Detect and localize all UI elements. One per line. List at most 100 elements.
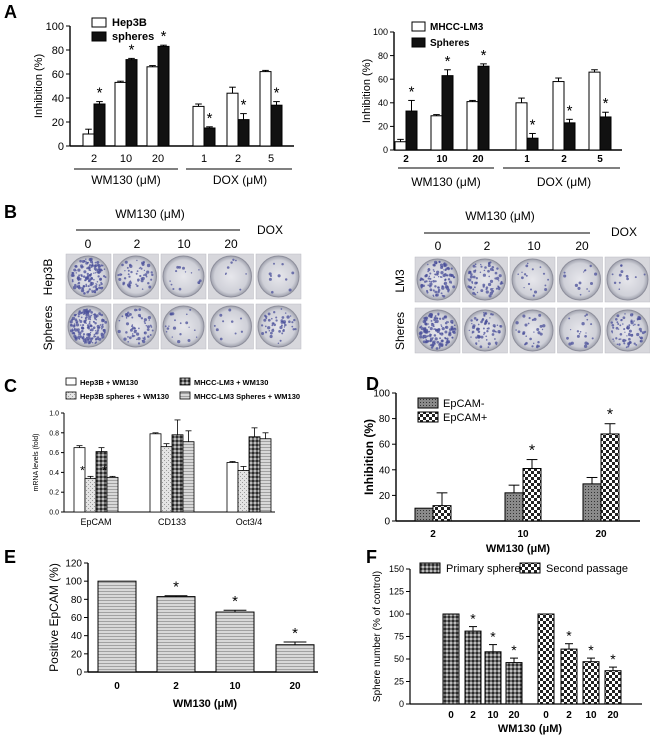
colony [141,339,144,342]
colony [420,283,424,287]
colony [94,272,97,274]
colony [472,288,475,291]
colony [440,325,443,328]
colony [144,332,146,334]
colony [188,326,190,328]
x-tick-label: 1 [524,154,530,165]
x-tick-label: 0 [114,681,120,692]
bar [442,613,460,705]
colony [271,329,275,332]
colony [429,277,432,280]
colony [515,321,519,325]
colony [96,281,99,283]
x-tick-label: CD133 [158,517,186,527]
legend-swatch [91,31,107,42]
colony [73,324,76,327]
colony [625,274,629,278]
colony [469,275,473,279]
colony [71,280,74,283]
colony [270,317,273,320]
colony [128,281,132,285]
colony [85,283,88,286]
colony [130,270,133,274]
dish-grid-right [414,256,650,354]
colony [453,324,456,327]
y-tick-label: 60 [378,74,388,84]
colony [489,317,491,319]
x-axis-title: WM130 (μM) [173,698,238,710]
dose-0: 0 [85,237,92,251]
y-tick-label: 40 [52,93,64,105]
colony [533,290,538,294]
colony [98,286,101,290]
x-tick-label: Oct3/4 [236,517,263,527]
x-tick-label: 10 [585,710,597,721]
y-tick-label: 80 [378,51,388,61]
legend-label: Hep3B + WM130 [80,378,138,387]
colony [586,318,589,321]
colony [136,338,138,341]
colony [128,275,131,278]
bar [84,477,97,513]
colony [88,266,91,270]
colony [539,324,543,328]
colony [123,277,127,280]
colony [425,338,428,341]
colony [90,328,94,332]
colony [440,271,444,275]
colony [93,272,95,274]
colony [638,317,642,320]
colony [446,320,448,323]
colony [472,275,476,279]
colony [143,274,145,276]
colony [136,284,139,288]
colony [420,286,423,289]
colony [135,283,137,286]
colony [419,279,422,282]
x-tick-label: 10 [436,154,448,165]
colony [95,287,99,291]
colony [576,330,580,333]
colony [84,308,88,312]
wm130-header: WM130 (μM) [115,207,185,221]
colony [91,290,94,293]
colony [485,335,488,338]
colony [489,267,493,271]
bar [237,119,250,147]
colony [443,269,445,271]
colony [140,277,143,280]
colony [228,308,232,312]
colony [230,261,233,264]
colony [472,264,476,268]
colony [431,343,434,347]
colony [496,324,499,327]
colony [82,338,87,343]
colony [100,286,103,290]
panel-b-right: WM130 (μM) DOX 0 2 10 20 LM3 Sheres [393,209,650,354]
y-tick-label: 100 [389,609,404,619]
colony [148,319,150,321]
colony [477,323,480,326]
panel-label-a: A [4,2,17,22]
y-tick-label: 40 [71,631,83,642]
colony [482,327,485,330]
colony [142,337,144,339]
colony [440,324,442,326]
colony [586,288,588,290]
colony [618,288,621,290]
colony [485,286,489,289]
colony [439,337,442,340]
colony [127,336,129,338]
colony [542,324,546,328]
colony [182,266,185,270]
dose-2: 2 [134,237,141,251]
colony [145,325,147,327]
colony [419,326,421,329]
colony [281,316,285,319]
y-axis-label: Inhibition (%) [361,59,373,123]
colony [470,273,473,276]
colony [525,274,528,277]
colony [450,267,453,270]
colony [136,270,139,272]
colony [166,327,170,330]
